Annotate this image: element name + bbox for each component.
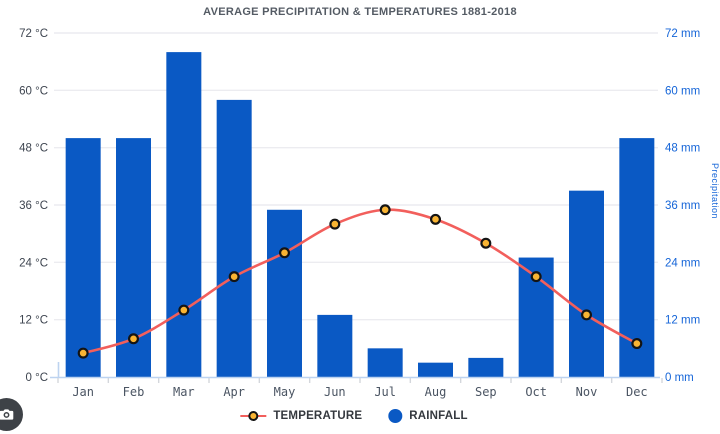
month-label-May: May (274, 385, 296, 399)
left-axis-tick: 0 °C (26, 372, 49, 384)
temperature-point-Nov (580, 309, 592, 321)
temperature-point-Feb (128, 333, 140, 345)
temperature-point-May (279, 247, 291, 259)
temperature-point-Oct (530, 271, 542, 283)
month-label-Jul: Jul (374, 385, 396, 399)
bar-Aug (418, 362, 453, 377)
left-axis-tick: 24 °C (19, 257, 48, 269)
bar-May (267, 209, 302, 377)
temperature-point-Apr (228, 271, 240, 283)
temperature-point-Aug (430, 213, 442, 225)
legend-item-rainfall[interactable]: RAINFALL (388, 409, 467, 423)
right-axis-tick: 36 mm (665, 200, 700, 212)
bar-Jan (65, 138, 101, 377)
temperature-point-Dec (631, 338, 643, 350)
legend-item-temperature[interactable]: TEMPERATURE (240, 410, 362, 422)
bar-Jun (317, 314, 353, 377)
bar-Sep (468, 357, 504, 377)
right-axis-tick: 48 mm (665, 143, 700, 155)
month-label-Sep: Sep (475, 385, 497, 399)
left-axis-tick: 12 °C (19, 315, 48, 327)
temperature-dot-swatch (248, 411, 259, 421)
temperature-point-Jul (379, 204, 391, 216)
right-axis-tick: 60 mm (665, 85, 700, 97)
bar-Mar (166, 52, 202, 377)
chart-title: AVERAGE PRECIPITATION & TEMPERATURES 188… (203, 6, 517, 18)
temperature-marker-icon (240, 410, 267, 422)
bar-Apr (216, 99, 252, 377)
month-label-Mar: Mar (173, 385, 195, 399)
right-axis-tick: 12 mm (665, 315, 700, 327)
gridlines (54, 32, 658, 321)
right-axis-tick: 24 mm (665, 257, 700, 269)
bar-Jul (367, 348, 403, 377)
legend-label-temperature: TEMPERATURE (273, 410, 363, 422)
legend: TEMPERATURE RAINFALL (240, 409, 467, 423)
right-axis-tick: 72 mm (665, 28, 700, 40)
month-label-Feb: Feb (123, 385, 145, 399)
temperature-point-Jun (329, 218, 341, 230)
left-axis-tick: 48 °C (19, 143, 48, 155)
month-label-Dec: Dec (626, 385, 648, 399)
left-axis-tick: 72 °C (19, 28, 48, 40)
bar-Nov (569, 190, 604, 377)
right-axis-rotated-label: Precipitation (710, 163, 720, 220)
temperature-point-Sep (480, 237, 492, 249)
rainfall-marker-icon (388, 409, 403, 423)
legend-label-rainfall: RAINFALL (409, 410, 468, 422)
month-labels: Jan Feb Mar Apr May Jun Jul Aug Sep Oct Nov Dec (72, 385, 647, 399)
right-axis-labels: 72 mm 60 mm 48 mm 36 mm 24 mm 12 mm 0 mm (665, 28, 700, 384)
camera-icon (0, 409, 14, 420)
right-axis-tick: 0 mm (665, 372, 694, 384)
month-label-Oct: Oct (525, 385, 547, 399)
temperature-points (77, 204, 643, 359)
month-label-Apr: Apr (223, 385, 245, 399)
temperature-point-Jan (77, 347, 89, 359)
temperature-line (82, 208, 638, 355)
month-label-Aug: Aug (425, 385, 447, 399)
temperature-point-Mar (178, 304, 190, 316)
camera-lens-button[interactable] (0, 398, 23, 431)
left-axis-tick: 36 °C (19, 200, 48, 212)
month-label-Jan: Jan (72, 385, 94, 399)
month-label-Jun: Jun (324, 385, 346, 399)
left-axis-labels: 72 °C 60 °C 48 °C 36 °C 24 °C 12 °C 0 °C (19, 28, 48, 384)
left-axis-tick: 60 °C (19, 85, 48, 97)
month-label-Nov: Nov (576, 385, 598, 399)
x-axis (50, 362, 663, 383)
